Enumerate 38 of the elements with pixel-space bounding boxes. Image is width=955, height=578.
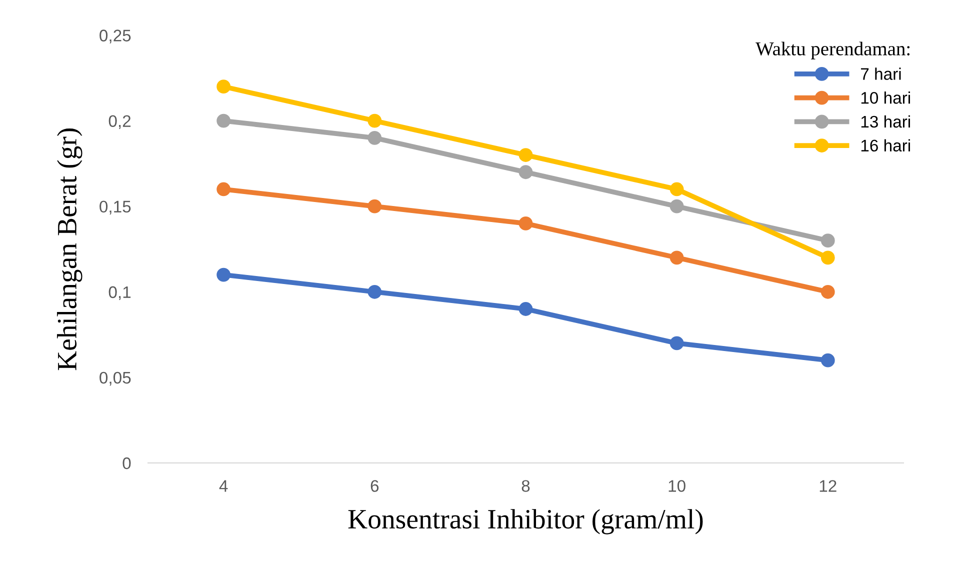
y-axis-title: Kehilangan Berat (gr) (56, 128, 82, 370)
y-tick-label: 0,2 (108, 115, 131, 129)
x-tick-label: 6 (370, 480, 379, 492)
x-tick-label: 12 (820, 480, 836, 492)
y-tick-label: 0,05 (100, 372, 131, 386)
point (518, 302, 533, 316)
point (820, 284, 835, 299)
point (670, 336, 684, 350)
point (518, 216, 533, 230)
legend-label: 7 hari (860, 68, 901, 80)
point (368, 130, 382, 145)
x-tick-label: 10 (668, 480, 686, 492)
x-tick-label: 4 (219, 480, 228, 492)
point (368, 284, 382, 299)
point (216, 114, 231, 128)
x-axis-title: Konsentrasi Inhibitor (gram/ml) (348, 509, 703, 534)
legend-label: 16 hari (861, 139, 910, 152)
point (670, 182, 684, 196)
point (518, 165, 533, 180)
y-tick-label: 0,25 (100, 30, 131, 44)
y-tick-label: 0 (122, 457, 131, 470)
point (670, 250, 684, 265)
point (368, 114, 382, 128)
legend-label: 10 hari (861, 92, 910, 104)
point (216, 268, 231, 282)
y-tick-label: 0,15 (100, 200, 131, 215)
point (216, 80, 231, 94)
point (820, 234, 835, 248)
point (216, 182, 231, 196)
point (820, 250, 835, 265)
point (820, 353, 835, 368)
point (368, 199, 382, 214)
point (670, 199, 684, 214)
legend-label: 13 hari (861, 115, 910, 128)
point (518, 148, 533, 162)
y-tick-label: 0,1 (108, 286, 131, 300)
x-tick-label: 8 (522, 480, 530, 492)
legend-title: Waktu perendaman: (756, 42, 910, 60)
